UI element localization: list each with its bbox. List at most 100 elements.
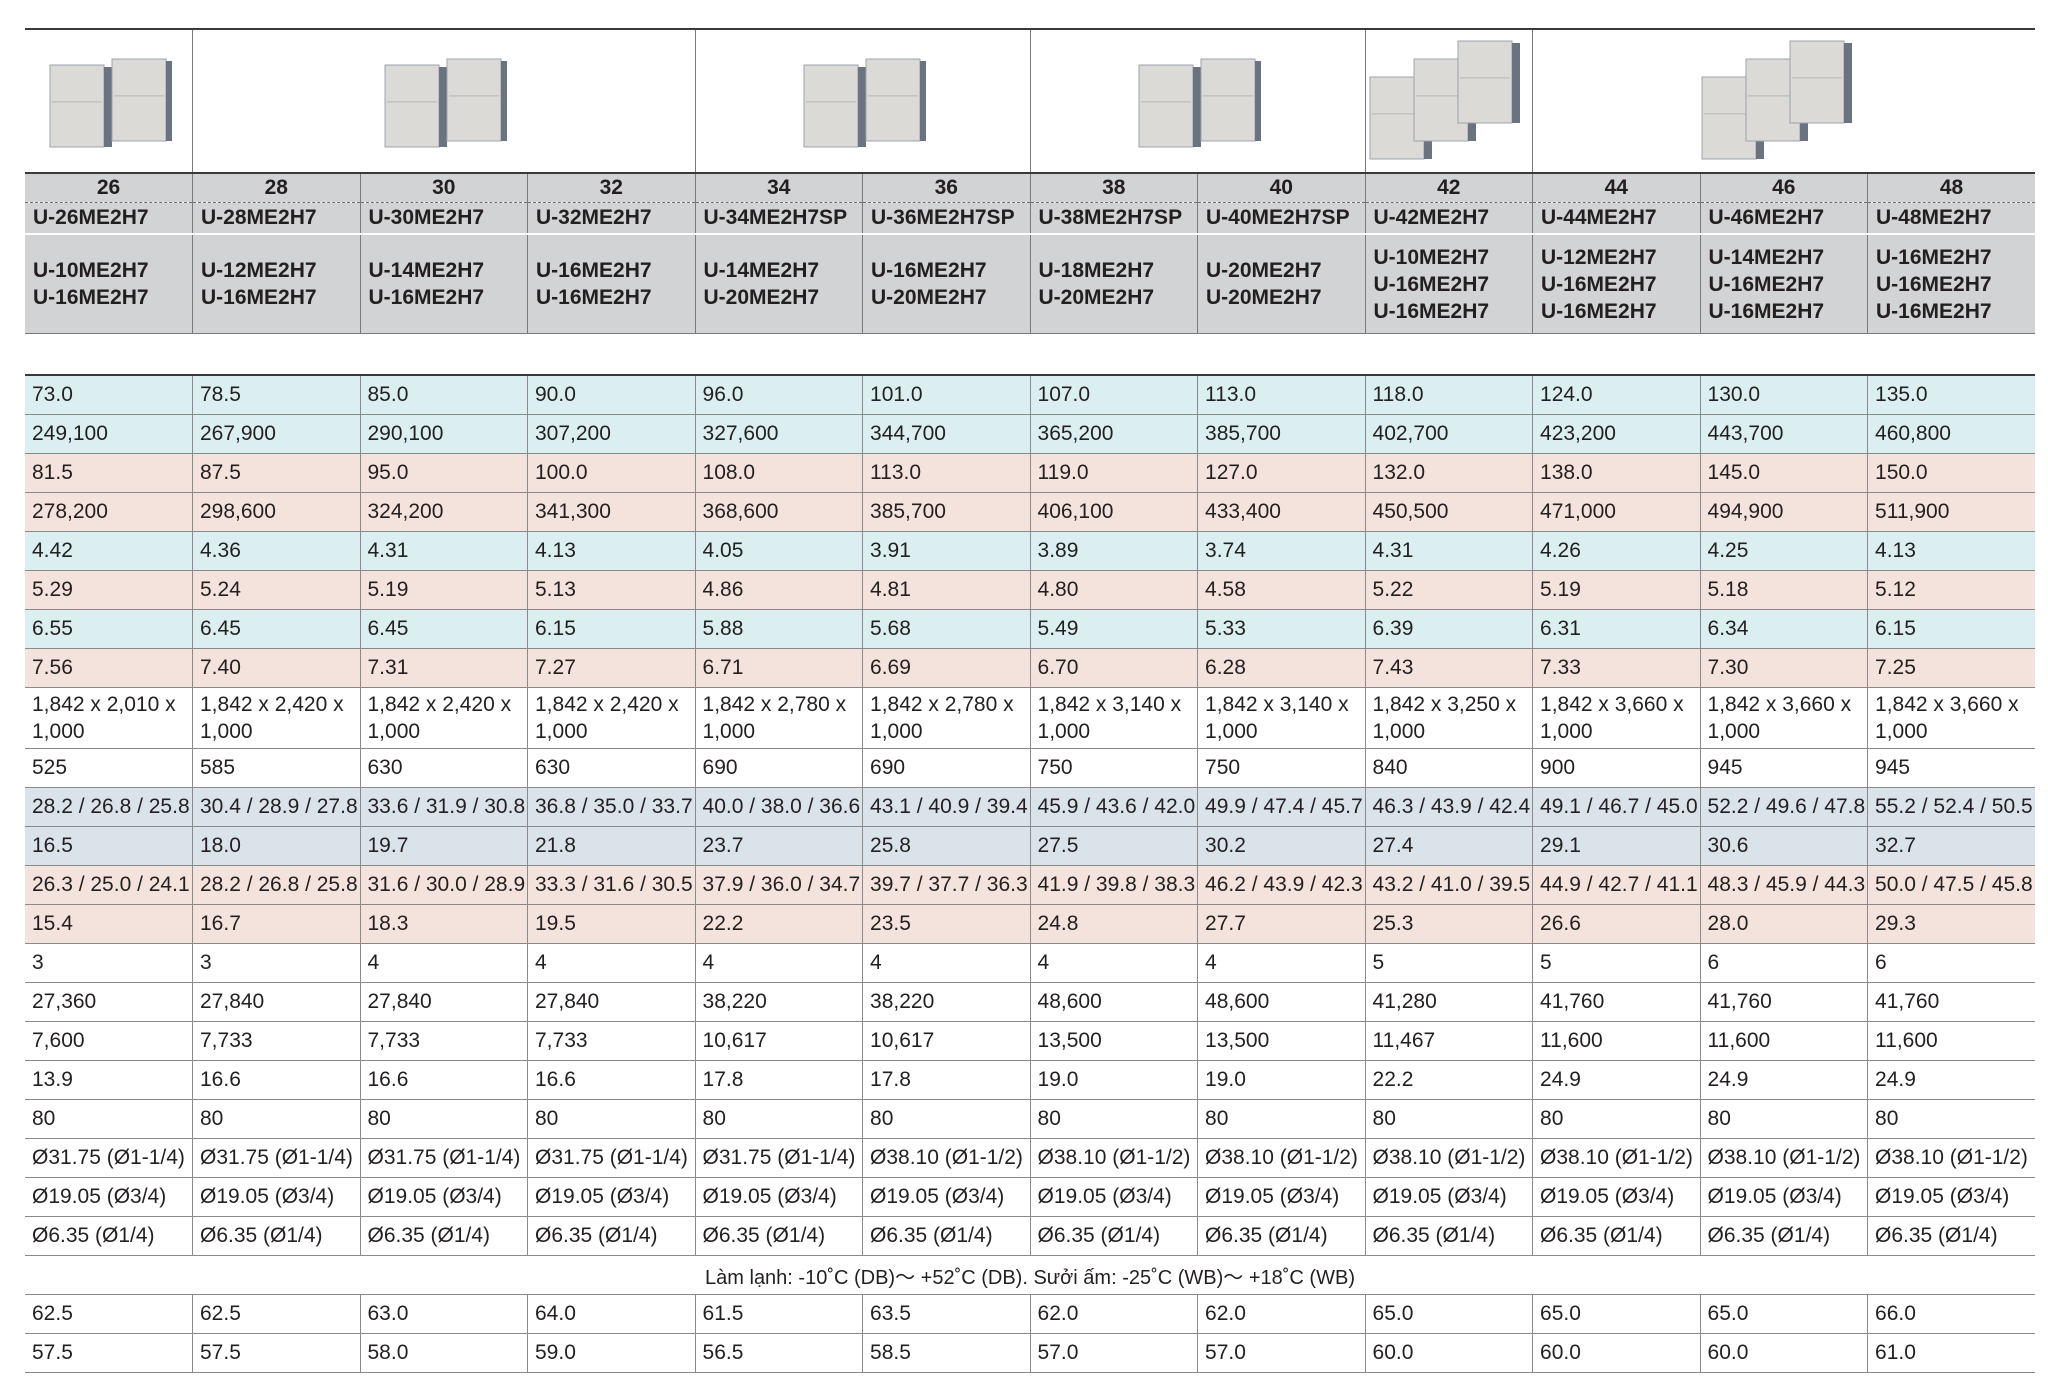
spec-cell: 107.0 xyxy=(1029,375,1198,415)
spec-cell: 16.6 xyxy=(192,1060,360,1100)
spec-cell: 24.9 xyxy=(1699,1060,1868,1100)
spec-cell: 18.3 xyxy=(359,904,528,944)
spec-cell: 43.2 / 41.0 / 39.5 xyxy=(1364,865,1533,905)
spec-cell: 41,760 xyxy=(1699,982,1868,1022)
spec-row: 13.9 16.6 16.6 16.6 17.8 17.8 19.0 19.0 22.2 24.9… xyxy=(25,1060,2036,1100)
spec-cell: 6.45 xyxy=(192,609,360,649)
spec-cell: 80 xyxy=(1029,1099,1198,1139)
spec-cell: 290,100 xyxy=(359,414,528,454)
unit-illustration xyxy=(1366,37,1533,166)
spec-cell: Ø19.05 (Ø3/4) xyxy=(1029,1177,1198,1217)
spec-cell: 63.5 xyxy=(862,1294,1031,1334)
spec-cell: 39.7 / 37.7 / 36.3 xyxy=(862,865,1031,905)
spec-cell: 6.15 xyxy=(527,609,696,649)
spec-cell: 423,200 xyxy=(1532,414,1701,454)
spec-cell: 6.69 xyxy=(862,648,1031,688)
spec-row: 26.3 / 25.0 / 24.1 28.2 / 26.8 / 25.8 31.6… xyxy=(25,865,2036,905)
spec-cell: 1,842 x 3,660 x 1,000 xyxy=(1867,687,2036,749)
spec-cell: 28.2 / 26.8 / 25.8 xyxy=(25,787,193,827)
spec-cell: 46.2 / 43.9 / 42.3 xyxy=(1197,865,1366,905)
spec-cell: 41,760 xyxy=(1867,982,2036,1022)
model-name: U-28ME2H7 xyxy=(192,202,360,235)
spec-cell: Ø31.75 (Ø1-1/4) xyxy=(694,1138,863,1178)
unit-image-cell xyxy=(192,28,696,174)
combination-model: U-16ME2H7 xyxy=(1876,299,1992,323)
spec-cell: 7.33 xyxy=(1532,648,1701,688)
spec-cell: 61.5 xyxy=(694,1294,863,1334)
spec-cell: 11,600 xyxy=(1699,1021,1868,1061)
model-name: U-36ME2H7SP xyxy=(862,202,1031,235)
spec-cell: 630 xyxy=(527,748,696,788)
spec-cell: 119.0 xyxy=(1029,453,1198,493)
spec-cell: 5.12 xyxy=(1867,570,2036,610)
spec-row: 278,200 298,600 324,200 341,300 368,600 385,7… xyxy=(25,492,2036,532)
spec-cell: 58.0 xyxy=(359,1333,528,1373)
spec-cell: 1,842 x 2,420 x 1,000 xyxy=(527,687,696,749)
spec-cell: 6.39 xyxy=(1364,609,1533,649)
spec-cell: 49.1 / 46.7 / 45.0 xyxy=(1532,787,1701,827)
spec-cell: 95.0 xyxy=(359,453,528,493)
spec-cell: 443,700 xyxy=(1699,414,1868,454)
model-name: U-44ME2H7 xyxy=(1532,202,1701,235)
spec-cell: 33.6 / 31.9 / 30.8 xyxy=(359,787,528,827)
spec-cell: 41.9 / 39.8 / 38.3 xyxy=(1029,865,1198,905)
spec-cell: 21.8 xyxy=(527,826,696,866)
combination-model: U-16ME2H7 xyxy=(1541,272,1657,296)
hp-header: 26 xyxy=(25,173,193,203)
spec-cell: 57.5 xyxy=(192,1333,360,1373)
spec-cell: 23.5 xyxy=(862,904,1031,944)
spec-cell: 4 xyxy=(862,943,1031,983)
spec-cell: 13.9 xyxy=(25,1060,193,1100)
spec-cell: 1,842 x 2,420 x 1,000 xyxy=(359,687,528,749)
spec-cell: 6 xyxy=(1699,943,1868,983)
model-name: U-26ME2H7 xyxy=(25,202,193,235)
spec-cell: 44.9 / 42.7 / 41.1 xyxy=(1532,865,1701,905)
spec-cell: 5 xyxy=(1364,943,1533,983)
spec-cell: Ø19.05 (Ø3/4) xyxy=(527,1177,696,1217)
spec-cell: 690 xyxy=(862,748,1031,788)
spec-cell: 57.0 xyxy=(1197,1333,1366,1373)
spec-cell: 19.0 xyxy=(1029,1060,1198,1100)
spacer-row xyxy=(25,333,2036,376)
spec-cell: 1,842 x 3,140 x 1,000 xyxy=(1029,687,1198,749)
spec-cell: 1,842 x 3,250 x 1,000 xyxy=(1364,687,1533,749)
spec-cell: 80 xyxy=(694,1099,863,1139)
spec-cell: 7.27 xyxy=(527,648,696,688)
spec-row: 4.42 4.36 4.31 4.13 4.05 3.91 3.89 3.74 4.31 4.26… xyxy=(25,531,2036,571)
hp-header: 34 xyxy=(694,173,863,203)
spec-cell: 101.0 xyxy=(862,375,1031,415)
spec-cell: 87.5 xyxy=(192,453,360,493)
spec-cell: 80 xyxy=(527,1099,696,1139)
spec-cell: 1,842 x 3,140 x 1,000 xyxy=(1197,687,1366,749)
spec-cell: 3.89 xyxy=(1029,531,1198,571)
spec-cell: 145.0 xyxy=(1699,453,1868,493)
spec-cell: Ø38.10 (Ø1-1/2) xyxy=(862,1138,1031,1178)
combination-model: U-16ME2H7 xyxy=(33,286,149,309)
spec-cell: 33.3 / 31.6 / 30.5 xyxy=(527,865,696,905)
combination-model: U-20ME2H7 xyxy=(871,286,987,309)
spec-cell: 471,000 xyxy=(1532,492,1701,532)
spec-cell: 5.19 xyxy=(1532,570,1701,610)
spec-cell: 4 xyxy=(1029,943,1198,983)
hp-header: 44 xyxy=(1532,173,1701,203)
spec-cell: Ø6.35 (Ø1/4) xyxy=(1699,1216,1868,1256)
spec-cell: 1,842 x 2,010 x 1,000 xyxy=(25,687,193,749)
spec-cell: 65.0 xyxy=(1699,1294,1868,1334)
spec-cell: 135.0 xyxy=(1867,375,2036,415)
spec-cell: 73.0 xyxy=(25,375,193,415)
spec-cell: 6.70 xyxy=(1029,648,1198,688)
spec-cell: 5.22 xyxy=(1364,570,1533,610)
spec-cell: 11,467 xyxy=(1364,1021,1533,1061)
spec-cell: Ø38.10 (Ø1-1/2) xyxy=(1532,1138,1701,1178)
spec-cell: 4.26 xyxy=(1532,531,1701,571)
spec-cell: 5.19 xyxy=(359,570,528,610)
combination-cell: U-10ME2H7 U-16ME2H7 xyxy=(25,234,193,334)
spec-cell: 37.9 / 36.0 / 34.7 xyxy=(694,865,863,905)
spec-cell: Ø6.35 (Ø1/4) xyxy=(862,1216,1031,1256)
spec-cell: 60.0 xyxy=(1532,1333,1701,1373)
spec-cell: 57.5 xyxy=(25,1333,193,1373)
spec-cell: Ø6.35 (Ø1/4) xyxy=(25,1216,193,1256)
spec-cell: 4.58 xyxy=(1197,570,1366,610)
spec-cell: 113.0 xyxy=(1197,375,1366,415)
spec-cell: 48,600 xyxy=(1197,982,1366,1022)
